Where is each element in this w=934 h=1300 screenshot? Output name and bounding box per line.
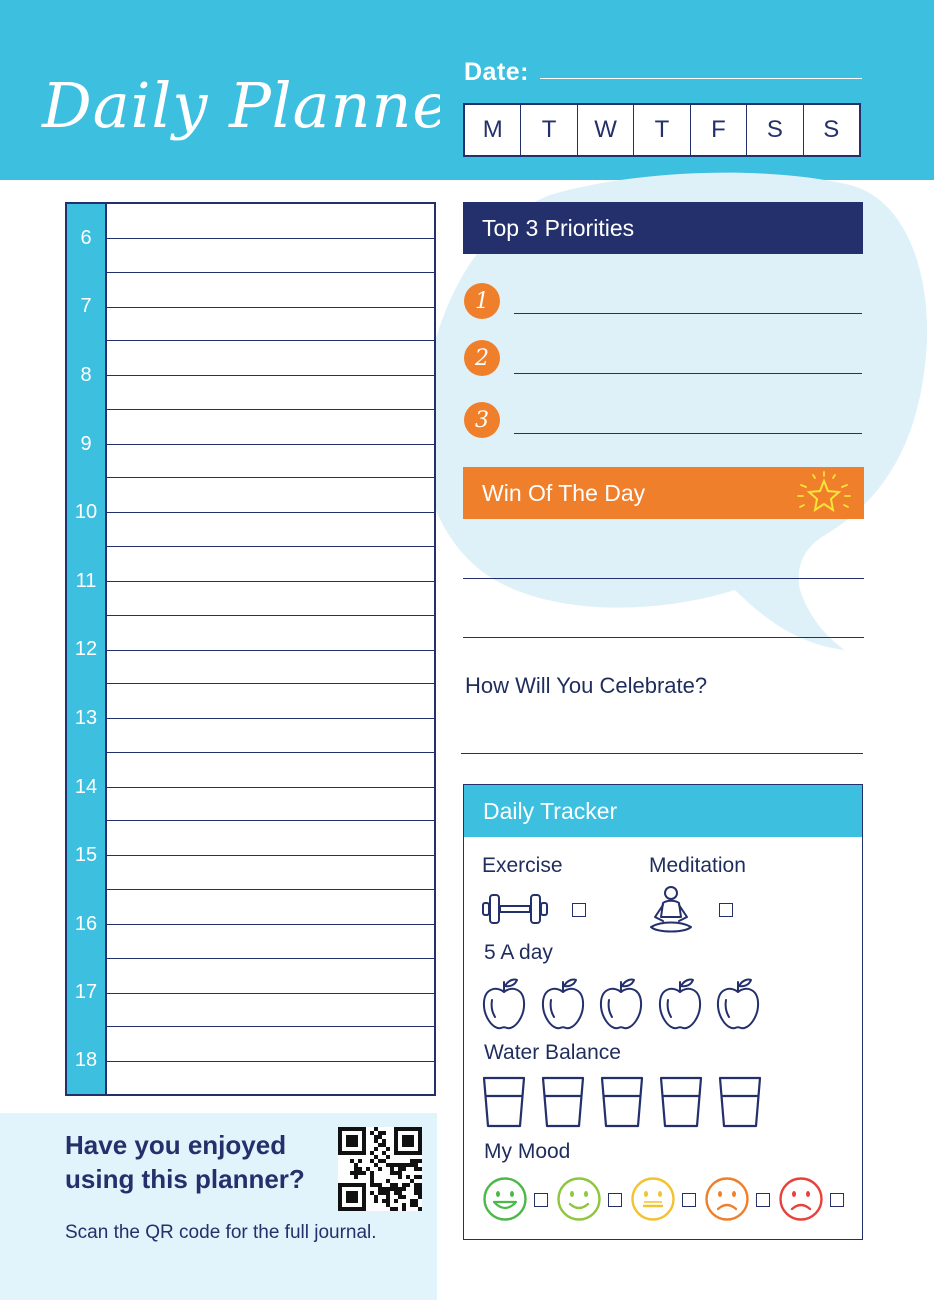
happy-face-icon[interactable] [556,1176,602,1222]
apple-icon[interactable] [715,976,761,1032]
day-tuesday[interactable]: T [521,105,578,155]
win-title: Win Of The Day [482,479,646,506]
celebrate-line[interactable] [461,753,863,754]
dumbbell-icon [482,894,548,924]
hour-row[interactable]: 7 [67,272,434,342]
priority-number-2: 2 [464,340,500,376]
meditation-label: Meditation [649,854,746,877]
day-saturday[interactable]: S [747,105,804,155]
weekday-selector: M T W T F S S [463,103,861,157]
hour-label: 17 [67,958,107,1028]
hour-row[interactable]: 13 [67,684,434,753]
hour-row[interactable]: 17 [67,958,434,1028]
water-glass-icon[interactable] [600,1076,644,1128]
qr-code[interactable] [338,1127,422,1211]
mood-checkbox[interactable] [608,1193,622,1207]
priority-2-line[interactable] [514,373,862,374]
speech-bubble-background [420,172,928,650]
apples-row [481,976,781,1032]
hour-row[interactable]: 18 [67,1027,434,1094]
daily-tracker-header: Daily Tracker [464,785,862,837]
day-wednesday[interactable]: W [578,105,635,155]
glasses-row [482,1076,782,1130]
hour-label: 7 [67,272,107,342]
planner-title: Daily Planner [40,42,482,172]
water-glass-icon[interactable] [718,1076,762,1128]
hour-label: 15 [67,821,107,890]
five-a-day-label: 5 A day [484,941,553,964]
my-mood-label: My Mood [484,1140,571,1163]
date-line[interactable] [540,78,862,79]
hour-label: 14 [67,752,107,822]
hourly-schedule: 6 7 8 9 10 11 12 13 14 15 16 17 18 [65,202,436,1096]
apple-icon[interactable] [657,976,703,1032]
hour-label: 11 [67,547,107,616]
daily-tracker-box [463,784,863,1240]
win-of-the-day-header: Win Of The Day [463,467,864,519]
exercise-checkbox[interactable] [572,903,586,917]
priority-1-line[interactable] [514,313,862,314]
hour-label: 16 [67,890,107,959]
water-glass-icon[interactable] [659,1076,703,1128]
win-line-1[interactable] [463,578,864,579]
hour-label: 18 [67,1027,107,1094]
meditation-checkbox[interactable] [719,903,733,917]
priorities-title: Top 3 Priorities [482,214,635,241]
unhappy-face-icon[interactable] [704,1176,750,1222]
hour-label: 6 [67,204,107,273]
hour-row[interactable]: 8 [67,341,434,410]
apple-icon[interactable] [540,976,586,1032]
date-label: Date: [464,58,530,86]
mood-row [482,1175,852,1223]
star-icon [797,471,851,513]
hour-label: 13 [67,684,107,753]
hour-label: 8 [67,341,107,410]
tracker-title: Daily Tracker [483,797,618,824]
water-balance-label: Water Balance [484,1041,621,1064]
planner-title-text: Daily Planner [41,69,440,142]
hour-row[interactable]: 6 [67,204,434,273]
priorities-header: Top 3 Priorities [463,202,863,254]
neutral-face-icon[interactable] [630,1176,676,1222]
mood-checkbox[interactable] [756,1193,770,1207]
hour-label: 10 [67,478,107,547]
hour-row[interactable]: 10 [67,478,434,547]
very-happy-face-icon[interactable] [482,1176,528,1222]
mood-checkbox[interactable] [534,1193,548,1207]
mood-checkbox[interactable] [830,1193,844,1207]
footer-cta: Scan the QR code for the full journal. [65,1222,377,1243]
hour-row[interactable]: 15 [67,821,434,890]
hour-label: 9 [67,409,107,479]
hour-row[interactable]: 9 [67,409,434,479]
day-monday[interactable]: M [465,105,522,155]
hour-row[interactable]: 16 [67,890,434,959]
day-friday[interactable]: F [691,105,748,155]
win-line-2[interactable] [463,637,864,638]
hour-row[interactable]: 11 [67,547,434,616]
priority-number-1: 1 [464,283,500,319]
mood-checkbox[interactable] [682,1193,696,1207]
day-thursday[interactable]: T [634,105,691,155]
water-glass-icon[interactable] [482,1076,526,1128]
apple-icon[interactable] [481,976,527,1032]
very-unhappy-face-icon[interactable] [778,1176,824,1222]
priority-number-3: 3 [464,402,500,438]
celebrate-question: How Will You Celebrate? [465,673,708,698]
meditation-icon [650,886,692,933]
priority-3-line[interactable] [514,433,862,434]
hour-label: 12 [67,615,107,685]
hour-row[interactable]: 12 [67,615,434,685]
hour-row[interactable]: 14 [67,752,434,822]
footer-question: Have you enjoyed using this planner? [65,1130,305,1194]
exercise-label: Exercise [482,854,563,877]
water-glass-icon[interactable] [541,1076,585,1128]
day-sunday[interactable]: S [823,116,840,143]
apple-icon[interactable] [598,976,644,1032]
